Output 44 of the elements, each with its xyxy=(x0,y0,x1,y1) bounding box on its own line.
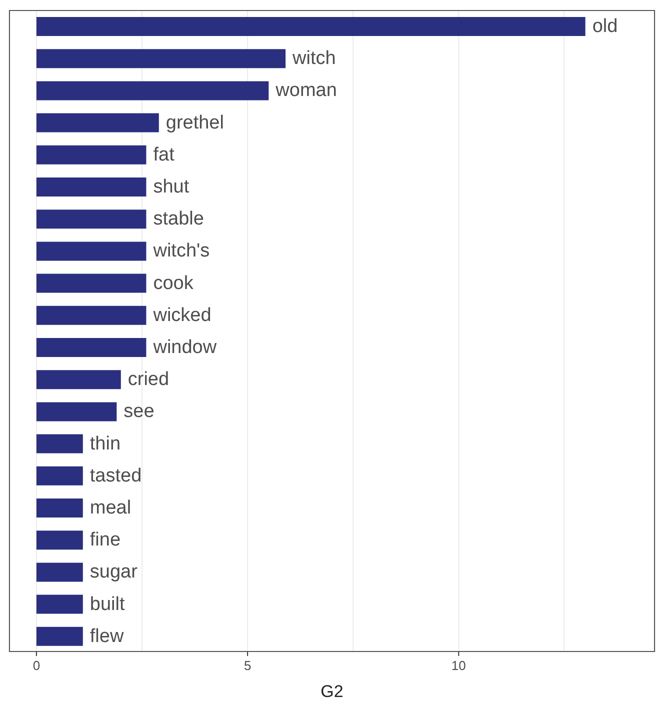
bar xyxy=(36,402,117,422)
y-tick-label: window xyxy=(152,337,217,358)
bar xyxy=(36,210,146,229)
bar xyxy=(36,466,83,486)
bar xyxy=(36,306,146,325)
y-tick-label: cook xyxy=(153,272,194,294)
y-tick-label: meal xyxy=(90,498,132,518)
bar xyxy=(36,49,286,68)
y-tick-label: fat xyxy=(153,144,176,166)
bar xyxy=(36,498,83,518)
bar xyxy=(36,562,83,582)
y-tick-label: old xyxy=(592,16,618,37)
y-tick-label: fine xyxy=(90,530,121,551)
y-tick-label: witch xyxy=(292,48,336,70)
bar xyxy=(36,178,146,196)
bar xyxy=(36,370,121,390)
x-tick-label: 5 xyxy=(244,658,252,673)
bar xyxy=(36,530,83,550)
bar xyxy=(36,274,146,293)
y-tick-label: witch's xyxy=(152,240,210,262)
bar xyxy=(36,17,586,36)
y-tick-label: shut xyxy=(153,176,190,198)
x-axis-title: G2 xyxy=(320,682,344,701)
y-tick-label: thin xyxy=(90,433,121,454)
x-tick-label: 0 xyxy=(32,658,40,673)
y-tick-label: woman xyxy=(274,80,337,102)
bar xyxy=(36,113,159,132)
y-tick-label: grethel xyxy=(166,112,224,134)
bar xyxy=(36,145,146,164)
bar xyxy=(36,434,83,454)
y-tick-label: wicked xyxy=(152,304,212,326)
y-tick-label: sugar xyxy=(90,562,138,583)
bar xyxy=(36,338,146,357)
y-tick-label: cried xyxy=(128,369,170,390)
bar xyxy=(36,594,83,614)
bar xyxy=(36,242,146,261)
bar xyxy=(36,626,83,646)
y-tick-label: see xyxy=(124,401,154,422)
y-tick-label: built xyxy=(90,594,126,615)
bar xyxy=(36,81,269,100)
x-tick-label: 10 xyxy=(451,658,466,673)
y-tick-label: stable xyxy=(153,208,204,230)
y-tick-label: tasted xyxy=(90,465,142,486)
y-tick-label: flew xyxy=(90,626,124,647)
